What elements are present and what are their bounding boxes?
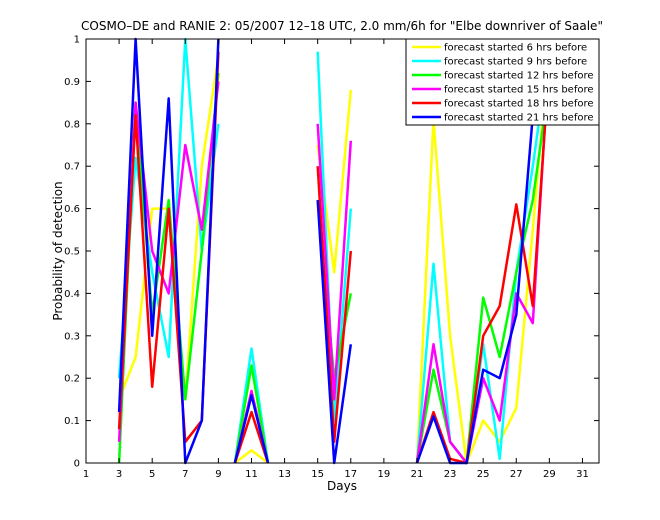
- series-6-line-segment-4: [415, 51, 551, 465]
- ticks-layer: 1 3 5 7 9 11 13 15 17 19 21 23 25 27 29 3100.10.20.30.4…: [64, 35, 599, 480]
- y-tick-label: 0: [74, 459, 80, 470]
- legend-label-3: forecast started 12 hrs before: [444, 71, 594, 82]
- x-axis-label: Days: [327, 479, 357, 493]
- y-tick-label: 0.3: [64, 331, 80, 342]
- x-tick-label: 9: [215, 469, 221, 480]
- legend-label-4: forecast started 15 hrs before: [444, 85, 594, 96]
- legend: forecast started 6 hrs before forecast st…: [405, 38, 600, 126]
- x-tick-label: 29: [543, 469, 556, 480]
- x-tick-label: 13: [278, 469, 291, 480]
- legend-label-5: forecast started 18 hrs before: [444, 99, 594, 110]
- y-tick-label: 0.5: [64, 247, 80, 258]
- series-1-line-segment-2: [234, 449, 269, 464]
- x-tick-label: 19: [378, 469, 391, 480]
- x-tick-label: 25: [477, 469, 490, 480]
- y-tick-label: 0.1: [64, 416, 80, 427]
- x-tick-label: 17: [344, 469, 357, 480]
- y-axis-label: Probability of detection: [51, 181, 65, 320]
- y-tick-label: 0.4: [64, 289, 80, 300]
- y-tick-label: 0.7: [64, 162, 80, 173]
- x-tick-label: 15: [311, 469, 324, 480]
- x-tick-label: 7: [182, 469, 188, 480]
- legend-label-2: forecast started 9 hrs before: [444, 57, 587, 68]
- x-tick-label: 27: [510, 469, 523, 480]
- series-4-line-segment-4: [415, 51, 551, 465]
- y-tick-label: 0.9: [64, 77, 80, 88]
- legend-box: [405, 38, 600, 126]
- series-3-line-segment-4: [415, 81, 551, 465]
- x-tick-label: 23: [444, 469, 457, 480]
- series-5-line-segment-4: [415, 60, 551, 465]
- y-tick-label: 0.6: [64, 204, 80, 215]
- x-tick-label: 21: [411, 469, 424, 480]
- series-4-line-segment-3: [316, 123, 353, 401]
- series-5-line-segment-3: [316, 166, 353, 444]
- x-tick-label: 11: [245, 469, 258, 480]
- series-4-line-segment-1: [117, 81, 220, 442]
- x-tick-label: 5: [149, 469, 155, 480]
- series-1-line-segment-4: [415, 43, 551, 465]
- x-tick-label: 31: [576, 469, 589, 480]
- chart-title: COSMO–DE and RANIE 2: 05/2007 12–18 UTC,…: [81, 19, 603, 33]
- series-2-line-segment-3: [316, 51, 353, 422]
- x-tick-label: 1: [83, 469, 89, 480]
- y-tick-label: 0.8: [64, 119, 80, 130]
- legend-label-1: forecast started 6 hrs before: [444, 43, 587, 54]
- series-5-line-segment-2: [233, 410, 270, 464]
- series-6-line-segment-2: [233, 393, 270, 464]
- y-tick-label: 0.2: [64, 374, 80, 385]
- y-tick-label: 1: [74, 35, 80, 46]
- legend-label-6: forecast started 21 hrs before: [444, 113, 594, 124]
- series-3-line-segment-2: [233, 364, 270, 464]
- series-layer: [117, 37, 551, 465]
- x-tick-label: 3: [116, 469, 122, 480]
